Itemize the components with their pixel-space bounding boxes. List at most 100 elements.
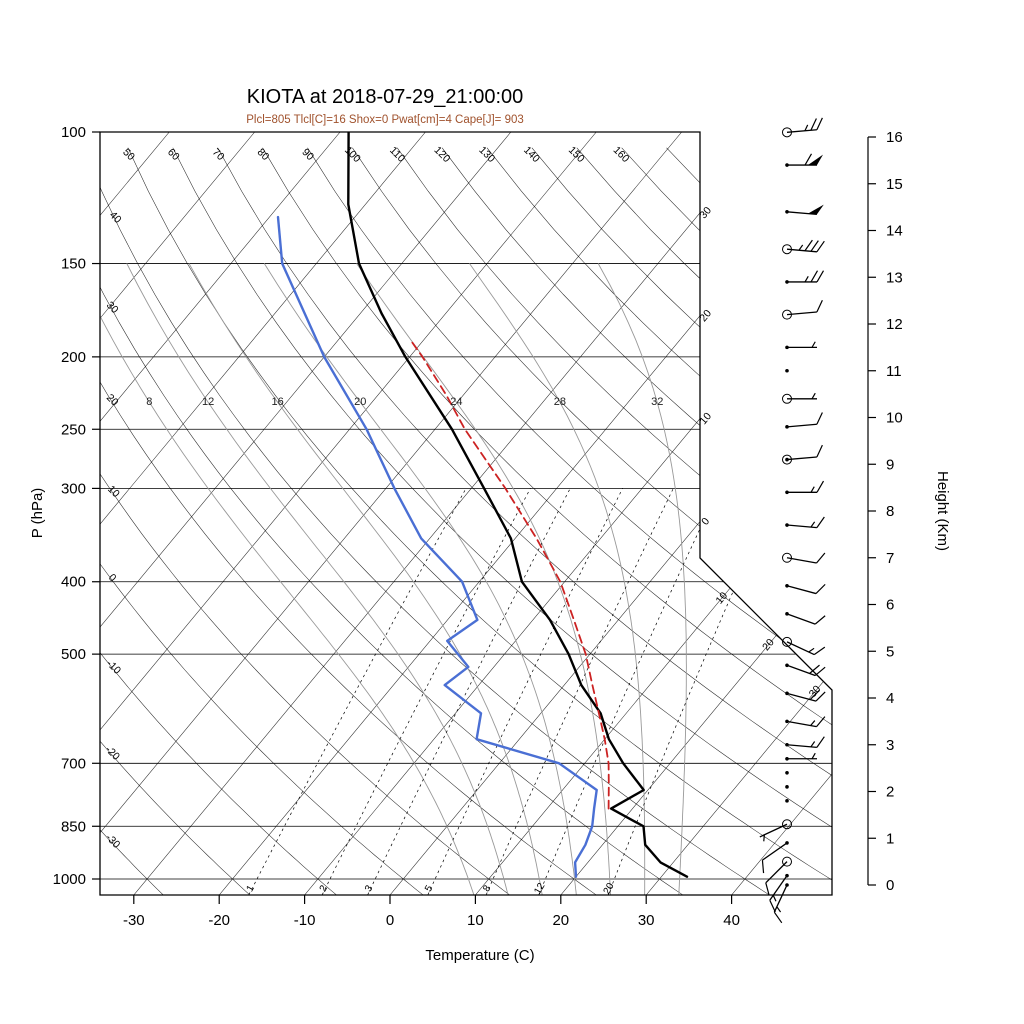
height-tick-label: 13 xyxy=(886,269,903,286)
pressure-tick-label: 1000 xyxy=(53,871,86,888)
wind-barb xyxy=(782,636,826,656)
pressure-tick-label: 850 xyxy=(61,818,86,835)
wind-barb xyxy=(761,841,789,874)
chart-subtitle: Plcl=805 Tlcl[C]=16 Shox=0 Pwat[cm]=4 Ca… xyxy=(246,114,524,126)
wind-barb xyxy=(785,480,825,495)
dry-adiabat-label: -30 xyxy=(103,832,122,851)
dry-adiabat-label: 100 xyxy=(342,144,363,165)
wind-barb xyxy=(785,153,823,167)
dry-adiabat-label: 80 xyxy=(255,146,272,163)
wind-barb xyxy=(785,716,826,728)
height-tick-label: 8 xyxy=(886,503,894,520)
height-tick-label: 12 xyxy=(886,316,903,333)
temp-tick-label: 40 xyxy=(723,912,740,929)
wind-barb xyxy=(785,516,825,529)
dry-adiabat-label: 120 xyxy=(432,144,453,165)
temp-tick-label: -20 xyxy=(208,912,230,929)
height-tick-label: 4 xyxy=(886,690,894,707)
dry-adiabat-label: 90 xyxy=(299,146,316,163)
height-tick-label: 5 xyxy=(886,643,894,660)
parcel-curve xyxy=(409,339,610,810)
wind-barb xyxy=(782,300,823,320)
wind-barb xyxy=(782,392,817,404)
height-tick-label: 3 xyxy=(886,737,894,754)
wind-barb xyxy=(785,771,789,775)
dewpoint-curve xyxy=(276,215,598,878)
mixing-ratio-label: 20 xyxy=(602,881,617,897)
wind-barb xyxy=(785,799,789,803)
wind-barb xyxy=(785,663,826,677)
temp-tick-label: -10 xyxy=(294,912,316,929)
wind-barb xyxy=(785,270,825,284)
temp-tick-label: 20 xyxy=(552,912,569,929)
wind-barb xyxy=(785,689,826,702)
temp-tick-label: 30 xyxy=(638,912,655,929)
wind-barb xyxy=(785,204,824,216)
wind-barb xyxy=(769,873,789,913)
temperature-curve xyxy=(347,132,689,878)
sounding-curves xyxy=(276,132,689,878)
height-tick-label: 15 xyxy=(886,176,903,193)
height-tick-label: 6 xyxy=(886,597,894,614)
wind-barb xyxy=(785,368,789,373)
wind-barb xyxy=(782,239,825,255)
wind-barb xyxy=(773,883,789,924)
height-axis-title: Height (Km) xyxy=(934,471,951,551)
moist-adiabat-label: 20 xyxy=(354,396,366,408)
chart-title: KIOTA at 2018-07-29_21:00:00 xyxy=(246,86,524,108)
temperature-axis-title: Temperature (C) xyxy=(425,947,534,964)
plot-frame xyxy=(99,131,833,896)
height-tick-label: 2 xyxy=(886,784,894,801)
pressure-tick-label: 700 xyxy=(61,755,86,772)
temp-tick-label: -30 xyxy=(123,912,145,929)
wind-barb xyxy=(785,612,826,625)
dry-adiabat-label: 50 xyxy=(120,146,137,163)
pressure-tick-label: 200 xyxy=(61,349,86,366)
pressure-tick-label: 500 xyxy=(61,646,86,663)
dry-adiabat-label: 10 xyxy=(105,483,122,500)
isotherm-label: 30 xyxy=(807,683,824,700)
moist-adiabat-label: 16 xyxy=(271,396,283,408)
pressure-tick-label: 400 xyxy=(61,574,86,591)
pressure-tick-label: 250 xyxy=(61,421,86,438)
dry-adiabat-label: 30 xyxy=(104,299,121,316)
height-tick-label: 16 xyxy=(886,129,903,146)
wind-barb xyxy=(785,583,826,595)
isotherm-label: 20 xyxy=(760,636,777,653)
isotherm-label: 0 xyxy=(699,515,712,527)
wind-barb xyxy=(785,341,817,350)
mixing-ratio-label: 5 xyxy=(423,883,436,894)
temp-tick-label: 0 xyxy=(386,912,394,929)
skewt-background xyxy=(100,132,832,895)
height-tick-label: 1 xyxy=(886,830,894,847)
wind-barb xyxy=(782,117,823,138)
wind-barb xyxy=(765,856,792,896)
pressure-tick-label: 100 xyxy=(61,124,86,141)
dry-adiabat-label: -10 xyxy=(104,658,123,677)
wind-barb xyxy=(785,736,825,749)
height-tick-label: 7 xyxy=(886,550,894,567)
wind-barb xyxy=(785,752,817,761)
height-tick-label: 11 xyxy=(886,363,902,380)
dry-adiabat-label: 40 xyxy=(107,209,124,226)
moist-adiabat-label: 32 xyxy=(651,396,663,408)
wind-barb xyxy=(785,412,823,429)
wind-barb xyxy=(759,819,792,842)
wind-barbs xyxy=(759,117,826,924)
moist-adiabat-label: 28 xyxy=(554,396,566,408)
dry-adiabat-label: 0 xyxy=(106,572,119,585)
height-tick-label: 9 xyxy=(886,456,894,473)
moist-adiabat-label: 12 xyxy=(202,396,214,408)
wind-barb xyxy=(782,444,823,465)
dry-adiabat-label: 130 xyxy=(476,144,497,165)
pressure-tick-label: 150 xyxy=(61,256,86,273)
height-tick-label: 14 xyxy=(886,223,903,240)
temp-tick-label: 10 xyxy=(467,912,484,929)
height-tick-label: 0 xyxy=(886,877,894,894)
dry-adiabat-label: 70 xyxy=(210,146,227,163)
mixing-ratio-label: 8 xyxy=(481,883,494,894)
wind-barb xyxy=(782,552,826,564)
